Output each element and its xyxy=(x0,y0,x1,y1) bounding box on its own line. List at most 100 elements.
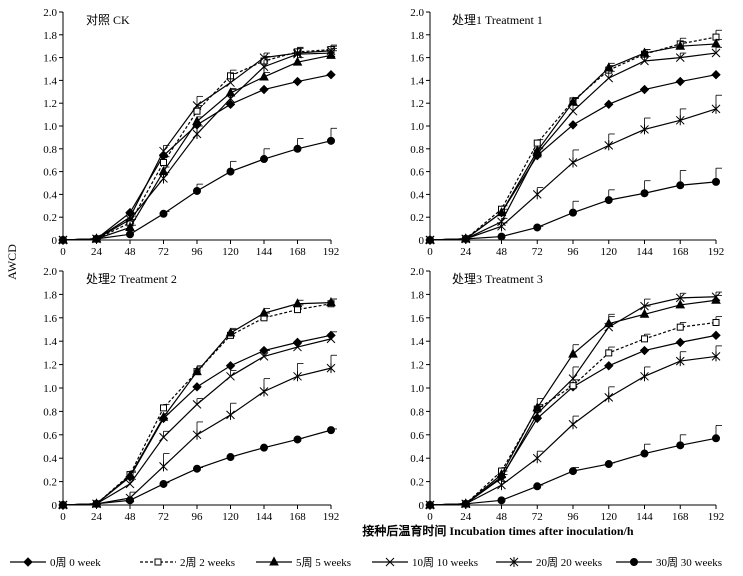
data-point-w20 xyxy=(259,61,269,72)
data-point-w30 xyxy=(461,234,470,243)
data-point-w20-shape xyxy=(497,480,506,491)
data-point-w30 xyxy=(193,186,201,195)
data-point-w20 xyxy=(293,371,302,382)
legend: 0周 0 week 2周 2 weeks 5周 5 weeks 10周 10 w… xyxy=(10,556,722,569)
data-point-w10 xyxy=(226,371,235,381)
data-point-w10-shape xyxy=(159,432,168,442)
data-point-w30 xyxy=(604,460,613,469)
data-point-w10 xyxy=(711,292,721,302)
data-point-w30-shape xyxy=(327,136,335,145)
data-point-w20-shape xyxy=(159,461,168,472)
legend-label-0-week: 0周 0 week xyxy=(50,556,101,569)
series-line-w0 xyxy=(62,334,332,506)
legend-sample-w20 xyxy=(496,557,532,567)
data-point-w10-shape xyxy=(159,146,168,156)
data-point-w30-shape xyxy=(712,177,720,186)
data-point-w30 xyxy=(569,208,577,217)
data-point-w10 xyxy=(192,101,202,110)
legend-sample-w0 xyxy=(10,557,46,567)
x-tick-label: 72 xyxy=(532,511,543,523)
data-point-w5 xyxy=(675,299,686,309)
legend-sample-w10 xyxy=(372,557,408,567)
x-tick-label: 24 xyxy=(460,511,472,523)
legend-marker-w20-shape xyxy=(509,557,519,567)
y-tick-label: 0 xyxy=(419,500,425,512)
data-point-w5-shape xyxy=(568,96,578,106)
x-axis-label: 接种后温育时间 Incubation times after inoculati… xyxy=(362,523,633,538)
data-point-w20 xyxy=(326,48,336,59)
data-point-w30-shape xyxy=(327,426,335,435)
data-point-w20-shape xyxy=(675,356,685,367)
data-point-w20-shape xyxy=(532,189,542,200)
x-tick-label: 168 xyxy=(672,511,689,523)
data-point-w2-shape xyxy=(641,335,648,343)
data-point-w0 xyxy=(225,361,236,371)
data-point-w2 xyxy=(605,349,613,357)
data-point-w10 xyxy=(497,473,506,483)
x-tick-label: 168 xyxy=(672,246,689,258)
data-point-w0 xyxy=(604,99,614,110)
y-tick-label: 2.0 xyxy=(43,266,57,278)
data-point-w5-shape xyxy=(675,299,686,309)
data-point-w2-shape xyxy=(160,404,167,412)
data-point-w30 xyxy=(92,234,101,243)
data-point-w10-shape xyxy=(125,479,135,489)
x-tick-label: 0 xyxy=(427,511,433,523)
y-tick-label: 0.8 xyxy=(410,406,424,418)
data-point-w30 xyxy=(327,136,335,145)
data-point-w10 xyxy=(532,149,542,158)
data-point-w5 xyxy=(292,298,303,308)
data-point-w30-shape xyxy=(604,196,613,205)
data-point-w30-shape xyxy=(461,234,470,243)
data-point-w30 xyxy=(533,223,542,232)
data-point-w20-shape xyxy=(226,93,235,104)
data-point-w30-shape xyxy=(159,209,168,218)
y-tick-label: 1.4 xyxy=(410,75,424,87)
legend-marker-w30 xyxy=(630,558,638,566)
data-point-w0 xyxy=(292,76,303,87)
data-point-w30-shape xyxy=(533,482,542,491)
data-point-w20 xyxy=(604,392,614,403)
data-point-w0-shape xyxy=(639,345,650,356)
data-point-w5 xyxy=(326,297,336,307)
data-point-w20-shape xyxy=(675,115,685,126)
data-point-w30 xyxy=(159,209,168,218)
y-tick-label: 1.2 xyxy=(43,98,57,110)
data-point-w20 xyxy=(497,221,506,232)
y-tick-label: 0.2 xyxy=(43,212,57,224)
data-point-w10 xyxy=(159,432,168,442)
data-point-w5 xyxy=(639,47,650,57)
data-point-w20-shape xyxy=(568,157,578,168)
data-point-w30-shape xyxy=(293,144,302,153)
data-point-w5 xyxy=(603,62,614,72)
series-line-w10 xyxy=(62,50,332,241)
y-tick-label: 0.2 xyxy=(410,212,424,224)
data-point-w0-shape xyxy=(675,76,685,87)
data-point-w20 xyxy=(675,115,685,126)
data-point-w20 xyxy=(640,124,649,135)
panel-2-plot: 0 0.2 0.4 0.6 0.8 1.0 1.2 1.4 1.6 1.8 2.0 0 24 48 72 96… xyxy=(43,266,339,523)
series-w20 xyxy=(425,345,722,510)
data-point-w10 xyxy=(259,352,269,361)
data-point-w5 xyxy=(568,96,578,106)
legend-marker-w2-shape xyxy=(154,558,162,566)
y-axis-label: AWCD xyxy=(5,244,19,280)
data-point-w20-shape xyxy=(259,61,269,72)
x-tick-label: 72 xyxy=(532,246,543,258)
data-point-w30 xyxy=(293,435,302,444)
data-point-w20 xyxy=(532,453,542,464)
data-point-w20 xyxy=(293,49,302,60)
data-point-w0 xyxy=(192,382,202,392)
panel-top-left: 对照 CK xyxy=(86,13,130,27)
data-point-w20 xyxy=(226,93,235,104)
data-point-w30 xyxy=(426,501,434,509)
data-point-w10-shape xyxy=(293,342,302,352)
data-point-w5 xyxy=(675,40,686,50)
data-point-w30-shape xyxy=(640,449,649,458)
data-point-w10 xyxy=(192,400,202,409)
data-point-w30 xyxy=(676,441,685,450)
x-tick-label: 192 xyxy=(708,511,725,523)
data-point-w30-shape xyxy=(226,453,235,462)
data-point-w20 xyxy=(125,214,135,225)
data-point-w0-shape xyxy=(639,84,650,95)
